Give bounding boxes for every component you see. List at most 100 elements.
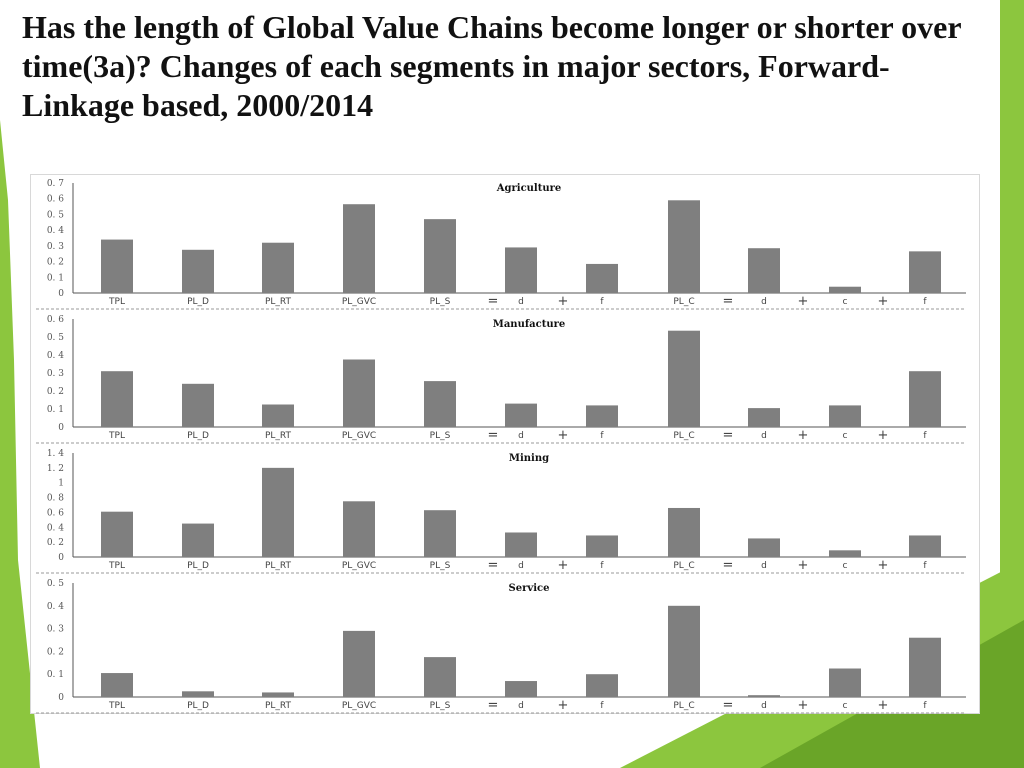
bar <box>586 263 618 293</box>
operator-label: + <box>558 428 569 443</box>
operator-label: + <box>558 558 569 573</box>
bar <box>829 286 861 293</box>
bar <box>101 511 133 557</box>
x-tick-label: PL_D <box>187 561 209 571</box>
x-tick-label: PL_GVC <box>342 701 376 711</box>
y-tick-label: 0 <box>58 289 64 299</box>
x-tick-label: d <box>518 431 524 441</box>
bar <box>505 681 537 697</box>
panel-title: Mining <box>509 453 549 464</box>
x-tick-label: PL_C <box>673 297 694 307</box>
x-tick-label: d <box>518 297 524 307</box>
x-tick-label: c <box>843 701 848 711</box>
y-tick-label: 0. 2 <box>47 647 64 657</box>
x-tick-label: TPL <box>108 431 125 441</box>
x-tick-label: f <box>600 701 604 711</box>
y-tick-label: 0. 1 <box>47 405 64 415</box>
x-tick-label: PL_D <box>187 297 209 307</box>
bar <box>101 371 133 427</box>
x-tick-label: PL_RT <box>265 431 292 441</box>
x-tick-label: f <box>923 431 927 441</box>
x-tick-label: PL_RT <box>265 297 292 307</box>
operator-label: = <box>723 558 734 573</box>
chart-figure: 0 0. 1 0. 2 0. 3 0. 4 0. 5 0. 6 0. 7 Agriculture… <box>30 174 980 714</box>
bar <box>424 510 456 557</box>
bar <box>424 657 456 697</box>
operator-label: = <box>723 428 734 443</box>
bar <box>748 248 780 293</box>
x-tick-label: PL_S <box>430 701 451 711</box>
x-tick-label: c <box>843 297 848 307</box>
bar <box>505 403 537 427</box>
panel-title: Service <box>509 583 550 594</box>
x-tick-label: d <box>518 701 524 711</box>
y-tick-label: 0. 6 <box>47 195 64 205</box>
bar <box>262 242 294 293</box>
bar <box>182 691 214 697</box>
panel-title: Agriculture <box>496 183 562 194</box>
bar <box>748 408 780 427</box>
bar-chart-panels: 0 0. 1 0. 2 0. 3 0. 4 0. 5 0. 6 0. 7 Agriculture… <box>36 179 966 714</box>
y-tick-label: 0. 2 <box>47 538 64 548</box>
y-tick-label: 0 <box>58 423 64 433</box>
x-tick-label: d <box>761 701 767 711</box>
bar <box>909 371 941 427</box>
x-tick-label: PL_C <box>673 701 694 711</box>
y-tick-label: 0 <box>58 693 64 703</box>
x-tick-label: PL_RT <box>265 701 292 711</box>
bar <box>668 200 700 293</box>
bar <box>182 249 214 293</box>
operator-label: + <box>798 558 809 573</box>
x-tick-label: PL_GVC <box>342 431 376 441</box>
operator-label: = <box>488 428 499 443</box>
y-tick-label: 0. 3 <box>47 625 64 635</box>
operator-label: = <box>488 558 499 573</box>
y-tick-label: 0. 5 <box>47 333 64 343</box>
operator-label: + <box>878 294 889 309</box>
x-tick-label: f <box>600 297 604 307</box>
operator-label: + <box>798 294 809 309</box>
bar <box>343 630 375 697</box>
y-tick-label: 1. 2 <box>47 464 64 474</box>
bar <box>748 695 780 697</box>
x-tick-label: f <box>600 561 604 571</box>
y-tick-label: 0. 6 <box>47 508 64 518</box>
chart-panel-service: 0 0. 1 0. 2 0. 3 0. 4 0. 5 Service TPL PL_D PL_RT… <box>36 579 966 714</box>
y-tick-label: 0. 5 <box>47 210 64 220</box>
bar <box>343 501 375 557</box>
y-tick-label: 0 <box>58 553 64 563</box>
y-tick-label: 1 <box>58 479 64 489</box>
operator-label: + <box>878 698 889 713</box>
y-tick-label: 0. 4 <box>47 523 64 533</box>
x-tick-label: c <box>843 561 848 571</box>
bar <box>586 535 618 557</box>
operator-label: + <box>878 428 889 443</box>
bar <box>586 674 618 697</box>
bar <box>909 535 941 557</box>
y-tick-label: 0. 6 <box>47 315 64 325</box>
operator-label: + <box>798 698 809 713</box>
y-tick-label: 1. 4 <box>47 449 64 459</box>
x-tick-label: f <box>923 297 927 307</box>
x-tick-label: PL_D <box>187 701 209 711</box>
x-tick-label: c <box>843 431 848 441</box>
y-tick-label: 0. 8 <box>47 494 64 504</box>
bar <box>668 605 700 697</box>
bar <box>586 405 618 427</box>
operator-label: = <box>488 294 499 309</box>
y-tick-label: 0. 1 <box>47 273 64 283</box>
y-tick-label: 0. 2 <box>47 387 64 397</box>
x-tick-label: PL_C <box>673 431 694 441</box>
bar <box>343 359 375 427</box>
operator-label: + <box>558 698 569 713</box>
x-tick-label: PL_D <box>187 431 209 441</box>
y-tick-label: 0. 3 <box>47 242 64 252</box>
x-tick-label: TPL <box>108 561 125 571</box>
bar <box>424 381 456 427</box>
bar <box>829 550 861 557</box>
y-tick-label: 0. 3 <box>47 369 64 379</box>
x-tick-label: PL_S <box>430 561 451 571</box>
x-tick-label: d <box>761 561 767 571</box>
bar <box>668 507 700 557</box>
chart-panel-mining: 0 0. 2 0. 4 0. 6 0. 8 1 1. 2 1. 4 Mining TPL PL_D P… <box>36 449 966 574</box>
